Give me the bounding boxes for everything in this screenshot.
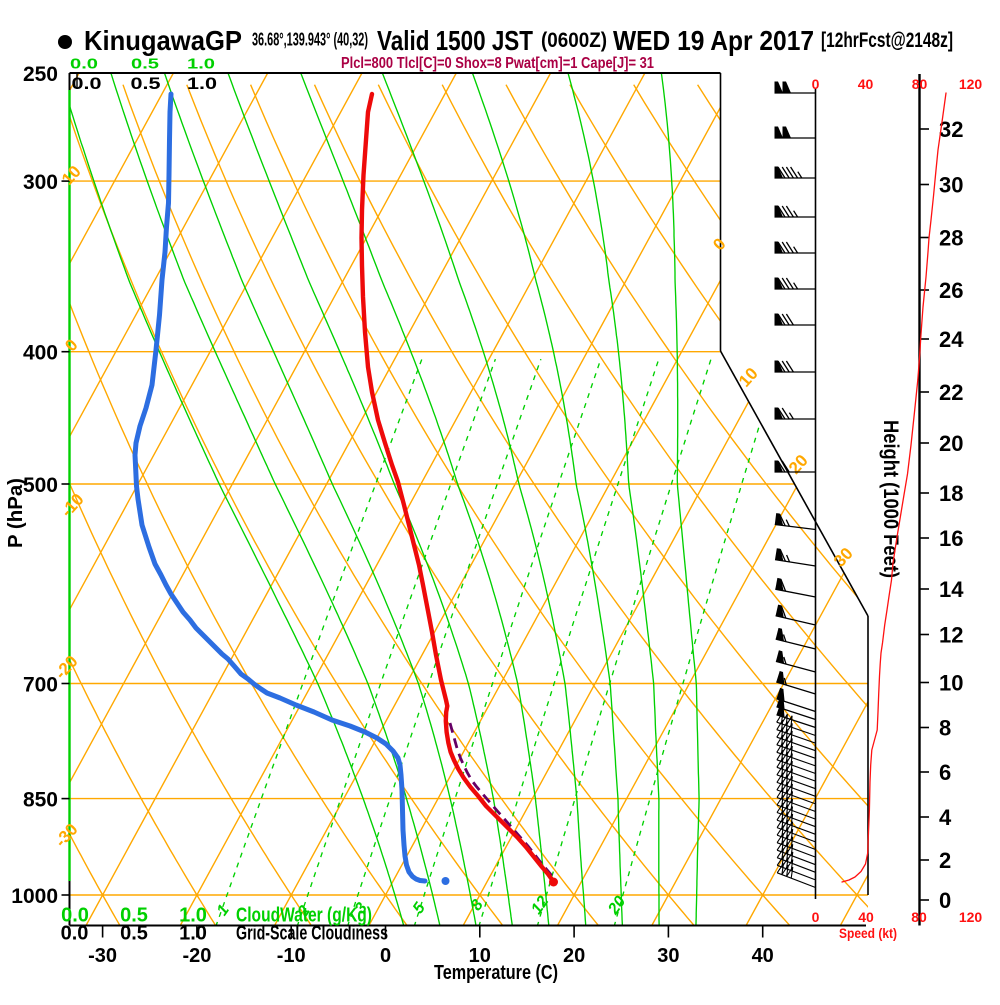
- svg-text:24: 24: [939, 327, 964, 352]
- svg-text:20: 20: [563, 945, 585, 967]
- svg-text:0.5: 0.5: [120, 923, 148, 945]
- svg-text:Valid 1500 JST: Valid 1500 JST: [377, 25, 533, 56]
- svg-text:-30: -30: [88, 945, 117, 967]
- svg-text:300: 300: [23, 171, 58, 194]
- svg-text:1.0: 1.0: [187, 56, 215, 73]
- svg-text:Plcl=800 Tlcl[C]=0 Shox=8 Pwat: Plcl=800 Tlcl[C]=0 Shox=8 Pwat[cm]=1 Cap…: [341, 55, 654, 72]
- svg-text:4: 4: [939, 805, 952, 830]
- svg-text:6: 6: [939, 760, 951, 785]
- svg-text:16: 16: [939, 526, 963, 551]
- svg-text:0: 0: [812, 76, 820, 92]
- svg-text:1000: 1000: [11, 885, 58, 908]
- svg-text:36.68°,139.943° (40,32): 36.68°,139.943° (40,32): [252, 30, 368, 50]
- svg-text:14: 14: [939, 577, 964, 602]
- svg-text:40: 40: [752, 945, 774, 967]
- svg-text:120: 120: [959, 76, 983, 92]
- svg-text:Speed (kt): Speed (kt): [839, 925, 897, 941]
- svg-text:1.0: 1.0: [179, 923, 207, 945]
- svg-text:120: 120: [959, 909, 983, 925]
- svg-text:[12hrFcst@2148z]: [12hrFcst@2148z]: [821, 29, 953, 52]
- svg-text:30: 30: [939, 173, 963, 198]
- svg-text:1.0: 1.0: [187, 74, 217, 93]
- svg-text:0.0: 0.0: [61, 923, 89, 945]
- svg-text:28: 28: [939, 226, 963, 251]
- svg-text:40: 40: [858, 909, 874, 925]
- svg-text:30: 30: [657, 945, 679, 967]
- svg-text:-10: -10: [277, 945, 306, 967]
- svg-text:0: 0: [939, 888, 951, 913]
- svg-text:18: 18: [939, 481, 963, 506]
- svg-text:400: 400: [23, 342, 58, 365]
- svg-text:Grid-Scale Cloudiness: Grid-Scale Cloudiness: [236, 923, 388, 945]
- svg-text:500: 500: [23, 474, 58, 497]
- svg-text:-20: -20: [182, 945, 211, 967]
- svg-text:26: 26: [939, 278, 963, 303]
- svg-text:80: 80: [911, 909, 927, 925]
- svg-text:0.5: 0.5: [131, 56, 159, 73]
- svg-text:Height (1000 Feet): Height (1000 Feet): [879, 420, 902, 578]
- svg-text:0.0: 0.0: [70, 56, 98, 73]
- svg-text:WED 19 Apr 2017: WED 19 Apr 2017: [613, 25, 814, 56]
- svg-text:0: 0: [380, 945, 391, 967]
- svg-text:Temperature (C): Temperature (C): [434, 962, 558, 984]
- svg-text:850: 850: [23, 789, 58, 812]
- svg-text:P (hPa): P (hPa): [5, 478, 27, 548]
- svg-text:0.0: 0.0: [72, 74, 102, 93]
- svg-text:12: 12: [939, 623, 963, 648]
- svg-text:80: 80: [912, 76, 928, 92]
- svg-text:8: 8: [939, 716, 951, 741]
- svg-text:0.5: 0.5: [131, 74, 161, 93]
- svg-text:2: 2: [939, 848, 951, 873]
- svg-text:20: 20: [939, 431, 963, 456]
- svg-text:KinugawaGP: KinugawaGP: [84, 25, 242, 56]
- svg-text:0: 0: [812, 909, 820, 925]
- svg-text:10: 10: [939, 671, 963, 696]
- svg-text:250: 250: [23, 63, 58, 86]
- svg-text:(0600Z): (0600Z): [541, 29, 607, 52]
- svg-text:700: 700: [23, 674, 58, 697]
- svg-text:22: 22: [939, 380, 963, 405]
- svg-text:40: 40: [858, 76, 874, 92]
